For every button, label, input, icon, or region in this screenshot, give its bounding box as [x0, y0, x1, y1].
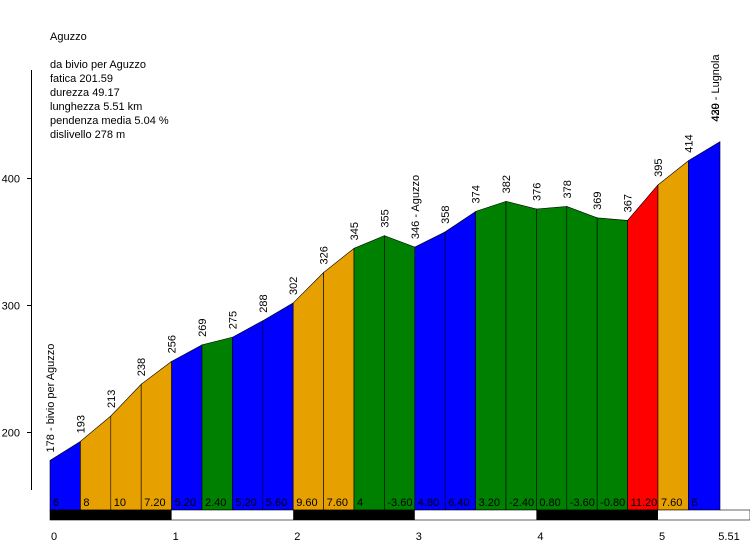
segment-grade-label: -0.80	[600, 497, 625, 509]
point-elevation-label: 376	[531, 183, 543, 201]
segment-grade-label: 5.20	[175, 497, 196, 509]
km-bar-block	[293, 510, 415, 520]
info-durezza: durezza 49.17	[50, 87, 120, 99]
segment-grade-label: 5.20	[235, 497, 256, 509]
segment-grade-label: 4	[357, 497, 363, 509]
profile-segment	[353, 235, 385, 511]
x-tick-label: 2	[294, 531, 300, 543]
x-tick-label: 3	[416, 531, 422, 543]
endpoint-name-label: 430 - Lugnola	[710, 54, 722, 122]
x-tick-label: 5.51	[718, 531, 739, 543]
info-fatica: fatica 201.59	[50, 73, 113, 85]
point-elevation-label: 374	[471, 185, 483, 203]
segment-grade-label: 5.60	[266, 497, 287, 509]
profile-segment	[566, 206, 598, 511]
point-elevation-label: 238	[136, 358, 148, 376]
point-elevation-label: 395	[653, 158, 665, 176]
profile-segment	[384, 235, 416, 511]
profile-segment	[262, 302, 294, 511]
segment-grade-label: 7.60	[327, 497, 348, 509]
segment-grade-label: 4.80	[418, 497, 439, 509]
segment-grade-label: -3.60	[570, 497, 595, 509]
y-tick-label: 200	[2, 428, 20, 440]
segment-grade-label: 0.80	[539, 497, 560, 509]
profile-segment	[596, 217, 628, 511]
profile-segment	[414, 231, 446, 511]
point-elevation-label: 378	[562, 180, 574, 198]
profile-segment	[444, 210, 476, 511]
point-elevation-label: 346 - Aguzzo	[410, 175, 422, 239]
profile-segment	[688, 141, 721, 511]
point-elevation-label: 193	[75, 415, 87, 433]
profile-segment	[201, 336, 233, 511]
profile-segment	[140, 360, 172, 511]
point-elevation-label: 430	[710, 103, 722, 121]
point-elevation-label: 288	[258, 294, 270, 312]
point-elevation-label: 367	[623, 194, 635, 212]
info-dislivello: dislivello 278 m	[50, 129, 126, 141]
point-elevation-label: 275	[227, 311, 239, 329]
segment-grade-label: -3.60	[387, 497, 412, 509]
point-elevation-label: 358	[440, 205, 452, 223]
point-elevation-label: 355	[379, 209, 391, 227]
segment-grade-label: 6	[691, 497, 697, 509]
segment-grade-label: 2.40	[205, 497, 226, 509]
segment-grade-label: 8	[83, 497, 89, 509]
info-panel: Aguzzo da bivio per Aguzzo fatica 201.59…	[50, 30, 169, 142]
info-lunghezza: lunghezza 5.51 km	[50, 101, 143, 113]
y-tick-label: 400	[2, 174, 20, 186]
x-tick-label: 4	[537, 531, 543, 543]
km-bar-block	[536, 510, 658, 520]
point-elevation-label: 382	[501, 175, 513, 193]
profile-segment	[505, 200, 537, 511]
segment-grade-label: 6.40	[448, 497, 469, 509]
info-pendenza: pendenza media 5.04 %	[50, 115, 169, 127]
point-elevation-label: 178 - bivio per Aguzzo	[45, 344, 57, 453]
point-elevation-label: 429	[710, 103, 722, 121]
point-elevation-label: 256	[167, 335, 179, 353]
point-elevation-label: 369	[592, 192, 604, 210]
profile-segment	[475, 200, 507, 511]
point-elevation-label: 213	[106, 390, 118, 408]
km-bar-block	[50, 510, 172, 520]
x-tick-label: 5	[659, 531, 665, 543]
point-elevation-label: 345	[349, 222, 361, 240]
point-elevation-label: 326	[319, 246, 331, 264]
segment-grade-label: 7.20	[144, 497, 165, 509]
point-elevation-label: 269	[197, 319, 209, 337]
y-tick-label: 300	[2, 301, 20, 313]
x-tick-label: 1	[173, 531, 179, 543]
segment-grade-label: 7.60	[661, 497, 682, 509]
point-elevation-label: 414	[683, 134, 695, 152]
segment-grade-label: 11.20	[631, 497, 658, 509]
segment-grade-label: 9.60	[296, 497, 317, 509]
segment-grade-label: 3.20	[479, 497, 500, 509]
segment-grade-label: 6	[53, 497, 59, 509]
segment-grade-label: 10	[114, 497, 126, 509]
profile-segment	[627, 184, 659, 511]
segment-grade-label: -2.40	[509, 497, 534, 509]
info-title: Aguzzo	[50, 31, 87, 43]
point-elevation-label: 302	[288, 277, 300, 295]
x-tick-label: 0	[51, 531, 57, 543]
info-start: da bivio per Aguzzo	[50, 59, 147, 71]
profile-segment	[292, 271, 324, 511]
profile-segment	[657, 160, 689, 511]
profile-segment	[232, 320, 264, 511]
profile-segment	[171, 344, 203, 511]
profile-segment	[323, 247, 355, 511]
profile-segment	[536, 206, 568, 511]
